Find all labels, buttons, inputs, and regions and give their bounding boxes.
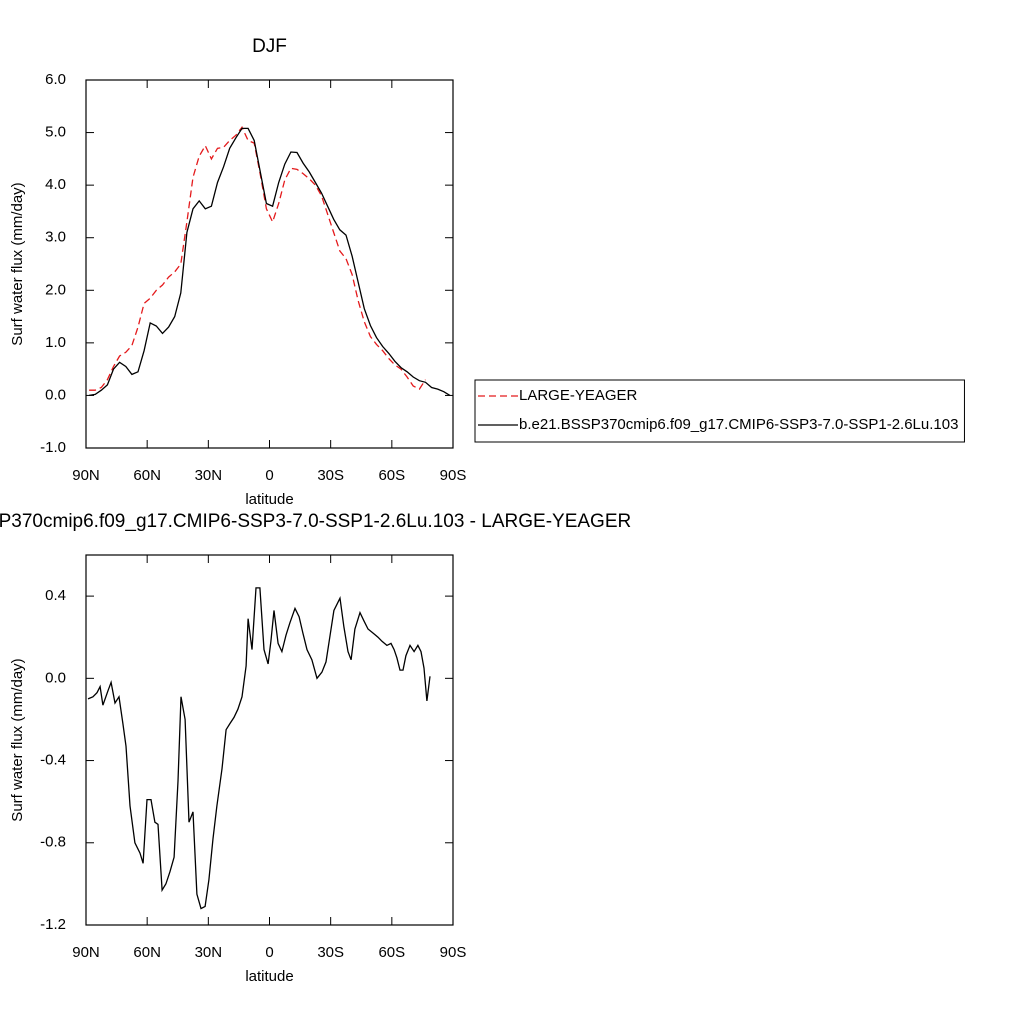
x-tick-label: 30S	[317, 467, 344, 484]
plot-frame	[85, 554, 454, 926]
y-tick-label: 2.0	[45, 281, 66, 298]
y-tick-label: 3.0	[45, 229, 66, 246]
y-tick-label: 4.0	[45, 176, 66, 193]
x-tick-label: 60S	[378, 944, 405, 961]
legend-label: b.e21.BSSP370cmip6.f09_g17.CMIP6-SSP3-7.…	[519, 416, 958, 433]
y-axis-label: Surf water flux (mm/day)	[9, 658, 26, 821]
x-tick-label: 60S	[378, 467, 405, 484]
legend-frame	[474, 379, 965, 443]
y-tick-label: 6.0	[45, 71, 66, 88]
x-tick-label: 90N	[72, 944, 100, 961]
y-tick-label: -1.0	[40, 439, 66, 456]
y-tick-label: 5.0	[45, 124, 66, 141]
y-axis-label: Surf water flux (mm/day)	[9, 182, 26, 345]
y-tick-label: -0.4	[40, 752, 66, 769]
x-tick-label: 30N	[195, 944, 223, 961]
y-tick-label: 0.4	[45, 587, 66, 604]
data-line	[88, 127, 451, 397]
plot-frame	[85, 79, 454, 449]
x-tick-label: 0	[265, 467, 273, 484]
x-tick-label: 60N	[133, 944, 161, 961]
y-tick-label: 0.0	[45, 669, 66, 686]
x-axis-label: latitude	[245, 968, 293, 985]
y-tick-label: 0.0	[45, 386, 66, 403]
y-tick-label: -1.2	[40, 916, 66, 933]
data-line	[89, 126, 427, 391]
chart-title: DJF	[252, 36, 287, 57]
legend-label: LARGE-YEAGER	[519, 387, 638, 404]
data-line	[87, 587, 431, 910]
x-tick-label: 60N	[133, 467, 161, 484]
x-tick-label: 90S	[440, 467, 467, 484]
x-tick-label: 90N	[72, 467, 100, 484]
y-tick-label: 1.0	[45, 334, 66, 351]
x-tick-label: 0	[265, 944, 273, 961]
x-tick-label: 30S	[317, 944, 344, 961]
legend: LARGE-YEAGER b.e21.BSSP370cmip6.f09_g17.C…	[474, 379, 965, 443]
x-tick-label: 30N	[195, 467, 223, 484]
x-axis-label: latitude	[245, 491, 293, 508]
chart-title: b.e21.BSSP370cmip6.f09_g17.CMIP6-SSP3-7.…	[0, 511, 631, 532]
x-tick-label: 90S	[440, 944, 467, 961]
y-tick-label: -0.8	[40, 834, 66, 851]
